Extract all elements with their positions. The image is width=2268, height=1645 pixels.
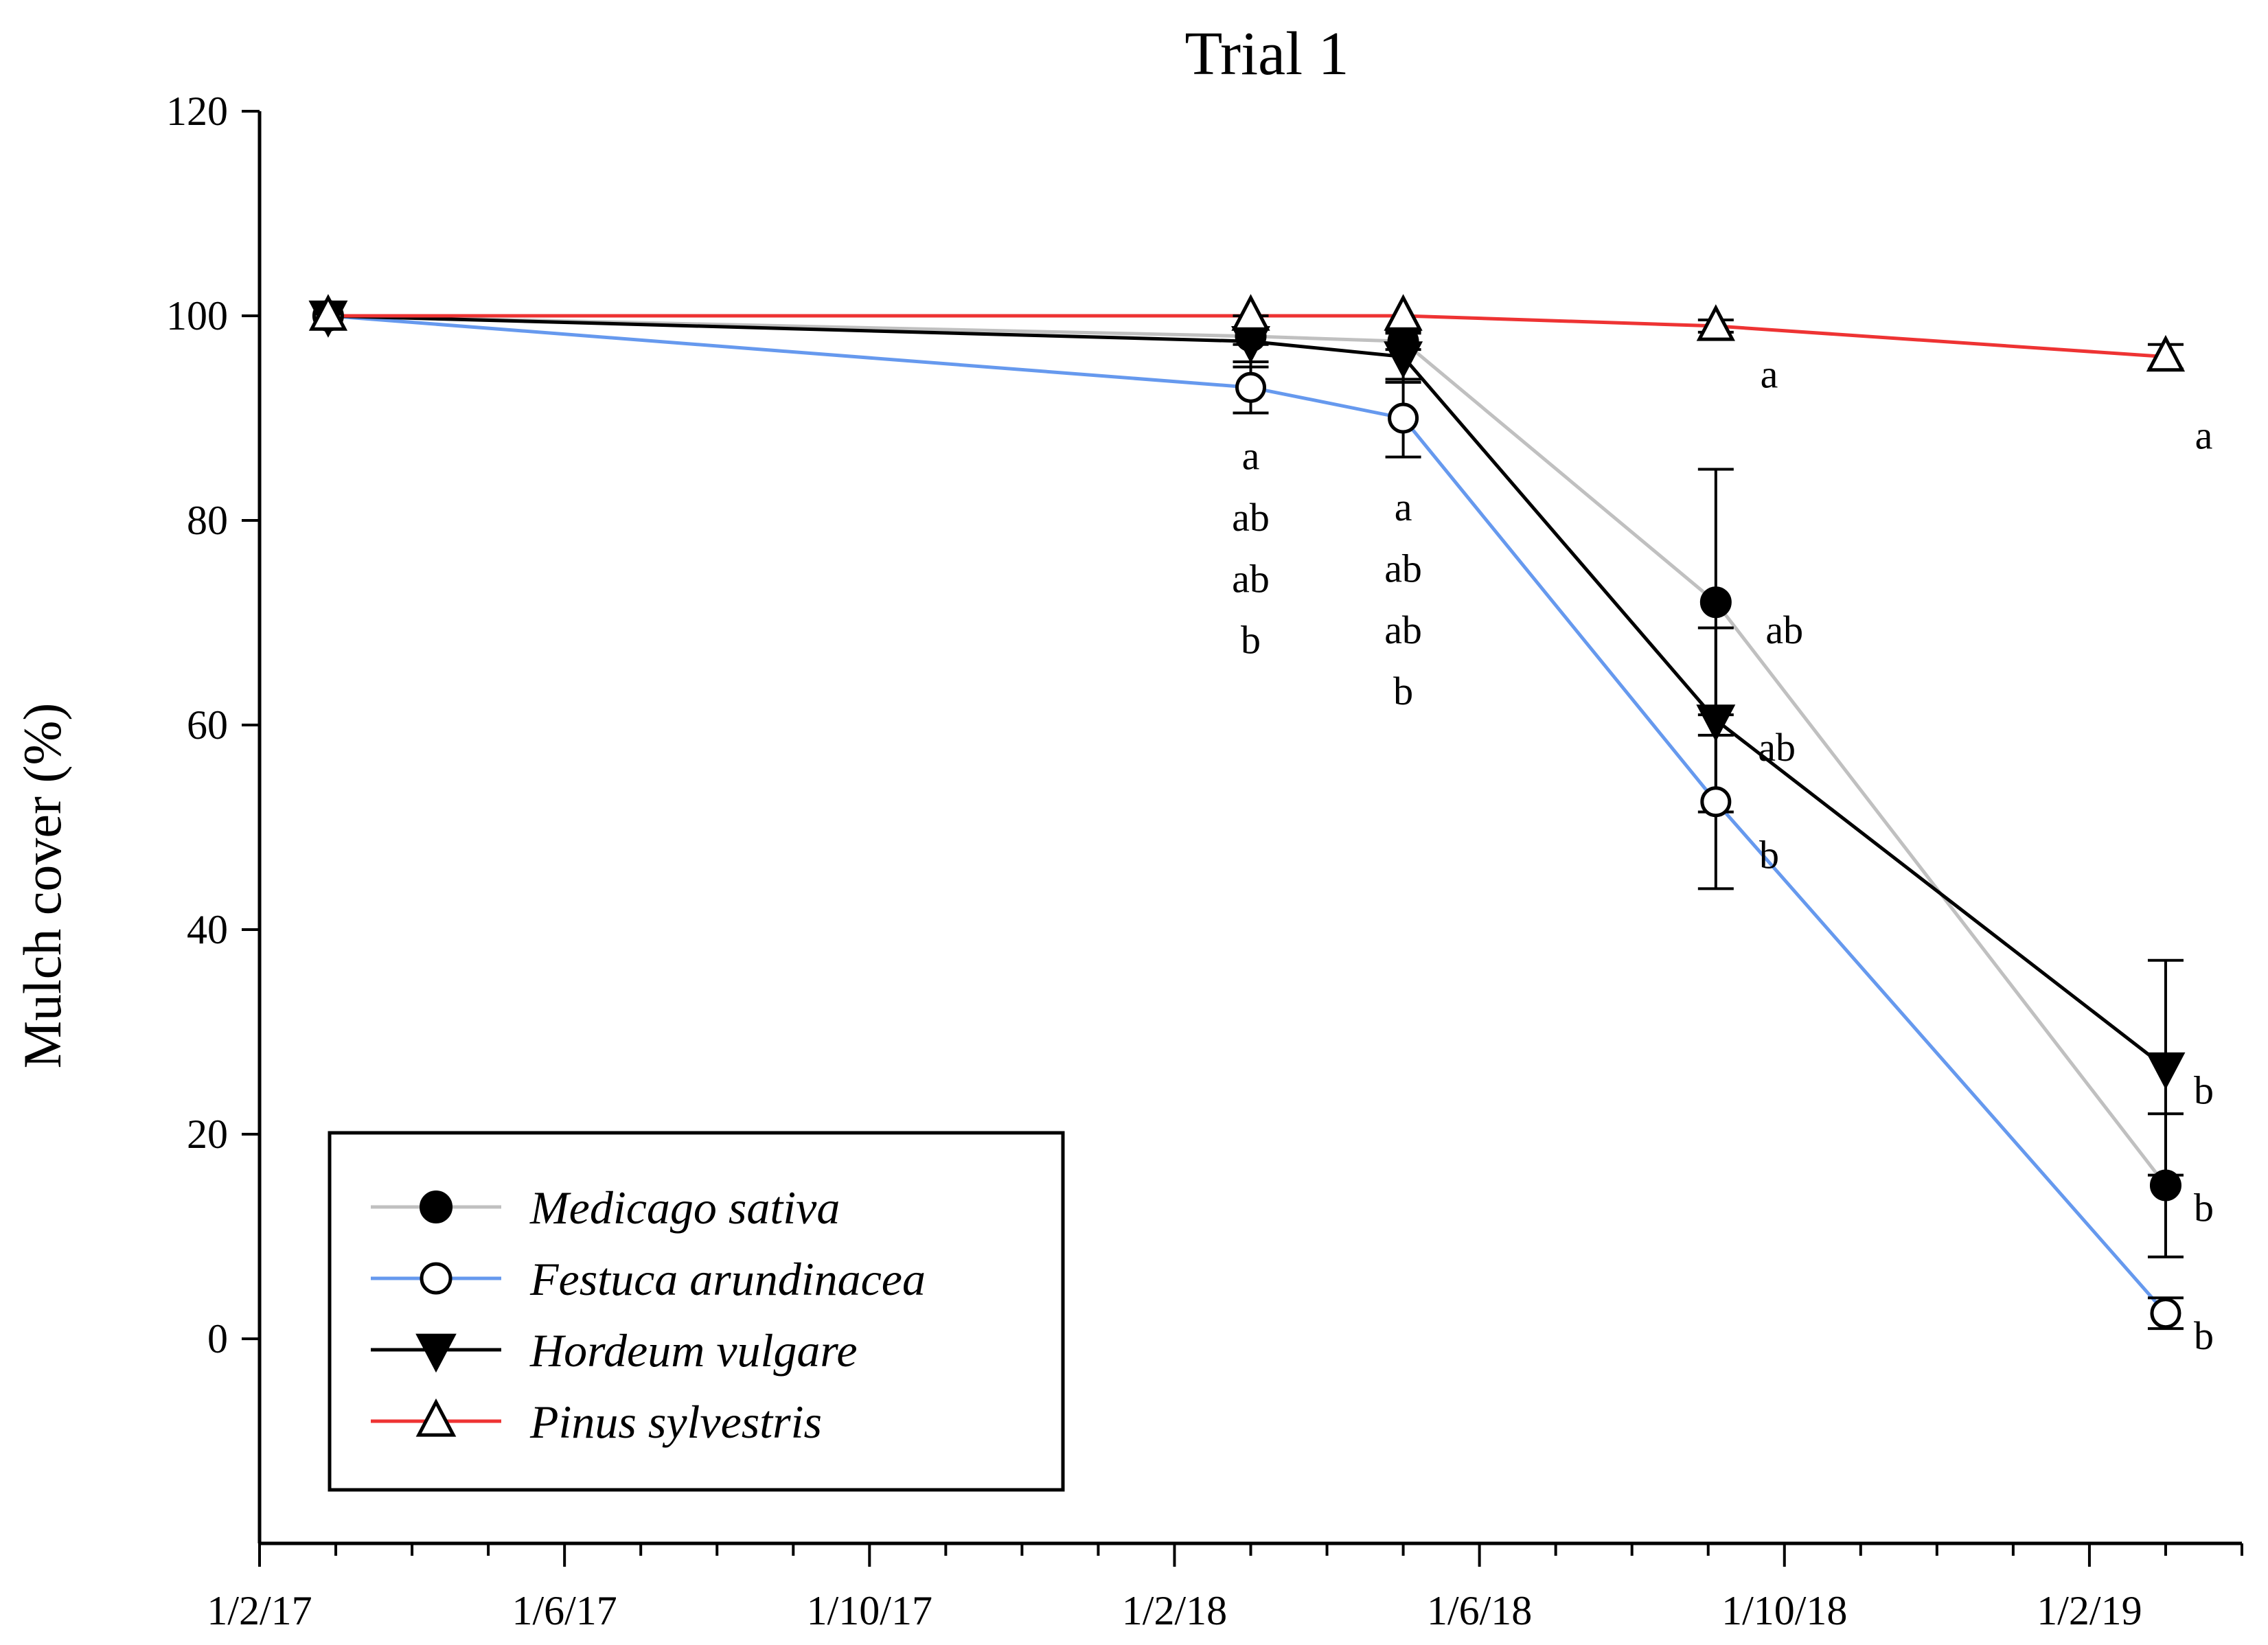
open-triangle-up-marker: [1696, 304, 1735, 341]
significance-letter: a: [2195, 413, 2213, 458]
series-line-hordeum-vulgare: [328, 314, 2167, 1070]
significance-letter: a: [1761, 352, 1778, 396]
filled-triangle-down-marker: [1384, 341, 1423, 379]
x-tick-label: 1/6/18: [1427, 1588, 1532, 1633]
chart-title: Trial 1: [1184, 20, 1349, 88]
filled-triangle-down-marker: [415, 1333, 457, 1373]
y-tick-label: 40: [187, 907, 228, 952]
y-tick-label: 80: [187, 498, 228, 543]
significance-letter: ab: [1758, 725, 1796, 770]
open-triangle-up-marker: [308, 294, 348, 331]
open-circle-marker: [2150, 1298, 2181, 1329]
significance-letter: a: [1242, 434, 1260, 479]
significance-letter: ab: [1384, 608, 1422, 652]
y-tick-label: 0: [207, 1316, 228, 1361]
open-triangle-up-marker: [1384, 294, 1423, 331]
open-circle-marker: [1235, 371, 1266, 403]
filled-circle-marker: [419, 1190, 453, 1224]
significance-letter: b: [2194, 1068, 2214, 1112]
significance-letter: b: [1393, 669, 1413, 713]
x-tick-label: 1/6/17: [512, 1588, 617, 1633]
significance-letter: ab: [1232, 556, 1270, 601]
open-circle-marker: [1700, 786, 1732, 818]
x-tick-label: 1/2/19: [2037, 1588, 2142, 1633]
open-triangle-up-marker: [1231, 294, 1270, 331]
y-tick-label: 100: [166, 293, 228, 338]
y-axis-label: Mulch cover (%): [12, 703, 72, 1069]
legend: Medicago sativa Festuca arundinacea Hordeu…: [328, 1131, 1065, 1492]
legend-label-medicago-sativa: Medicago sativa: [529, 1182, 840, 1234]
legend-label-hordeum-vulgare: Hordeum vulgare: [529, 1324, 858, 1377]
filled-circle-marker: [2149, 1169, 2181, 1201]
y-tick-label: 20: [187, 1112, 228, 1157]
filled-triangle-down-marker: [2146, 1052, 2186, 1090]
open-triangle-up-marker: [415, 1398, 457, 1437]
significance-letter: a: [1395, 485, 1412, 529]
legend-label-festuca-arundinacea: Festuca arundinacea: [529, 1253, 926, 1305]
significance-letter: ab: [1232, 495, 1270, 540]
y-tick-label: 60: [187, 702, 228, 748]
significance-letter: b: [2194, 1186, 2214, 1230]
series-group: [308, 294, 2186, 1331]
open-circle-marker: [1388, 402, 1419, 434]
filled-circle-marker: [1699, 586, 1732, 619]
x-tick-label: 1/10/17: [807, 1588, 932, 1633]
filled-triangle-down-marker: [1696, 704, 1736, 742]
x-tick-label: 1/10/18: [1721, 1588, 1847, 1633]
significance-letter: ab: [1384, 546, 1422, 590]
open-circle-marker: [420, 1262, 453, 1295]
x-tick-label: 1/2/18: [1122, 1588, 1227, 1633]
y-tick-label: 120: [166, 89, 228, 134]
significance-letter: ab: [1765, 608, 1803, 652]
axes: 0 20 40 60 80 100 120 1/2/17 1/6/17 1/10/17 1/2/18…: [166, 89, 2243, 1633]
legend-box: [328, 1131, 1065, 1492]
significance-letter: b: [1759, 833, 1779, 877]
open-triangle-up-marker: [2146, 334, 2186, 372]
significance-letter: b: [2194, 1313, 2214, 1358]
significance-letter: b: [1241, 618, 1261, 663]
x-tick-label: 1/2/17: [207, 1588, 312, 1633]
legend-label-pinus-sylvestris: Pinus sylvestris: [529, 1396, 822, 1448]
